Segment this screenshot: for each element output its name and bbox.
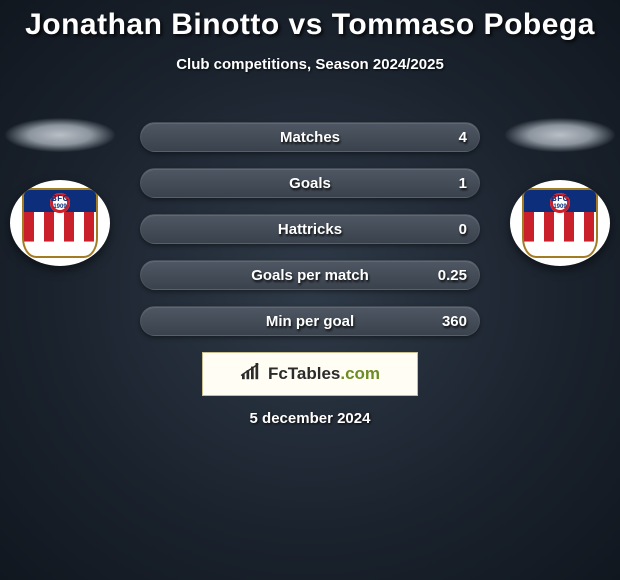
stat-label: Hattricks [141,215,479,243]
page-title: Jonathan Binotto vs Tommaso Pobega [0,0,620,42]
stat-right-value: 1 [459,169,467,197]
player-left-shadow [5,118,115,152]
player-right: BFC 1909 [500,118,620,266]
stat-row-gpm: Goals per match 0.25 [140,260,480,290]
watermark-text: FcTables.com [268,364,380,384]
stat-right-value: 0 [459,215,467,243]
stat-row-matches: Matches 4 [140,122,480,152]
crest-text-year-left: 1909 [10,204,110,210]
player-left: BFC 1909 [0,118,120,266]
stat-label: Goals per match [141,261,479,289]
player-right-shadow [505,118,615,152]
stat-right-value: 4 [459,123,467,151]
stats-panel: Matches 4 Goals 1 Hattricks 0 Goals per … [140,122,480,352]
player-right-crest: BFC 1909 [510,180,610,266]
stat-row-mpg: Min per goal 360 [140,306,480,336]
stat-row-hattricks: Hattricks 0 [140,214,480,244]
stat-label: Min per goal [141,307,479,335]
stat-right-value: 0.25 [438,261,467,289]
stat-right-value: 360 [442,307,467,335]
crest-text-top-left: BFC [10,194,110,203]
stat-label: Matches [141,123,479,151]
crest-text-top-right: BFC [510,194,610,203]
watermark: FcTables.com [202,352,418,396]
watermark-domain: .com [340,364,380,383]
stat-label: Goals [141,169,479,197]
player-left-crest: BFC 1909 [10,180,110,266]
crest-text-year-right: 1909 [510,204,610,210]
bar-chart-icon [240,363,262,386]
stat-row-goals: Goals 1 [140,168,480,198]
subtitle: Club competitions, Season 2024/2025 [0,56,620,73]
date-text: 5 december 2024 [0,410,620,427]
watermark-main: FcTables [268,364,340,383]
